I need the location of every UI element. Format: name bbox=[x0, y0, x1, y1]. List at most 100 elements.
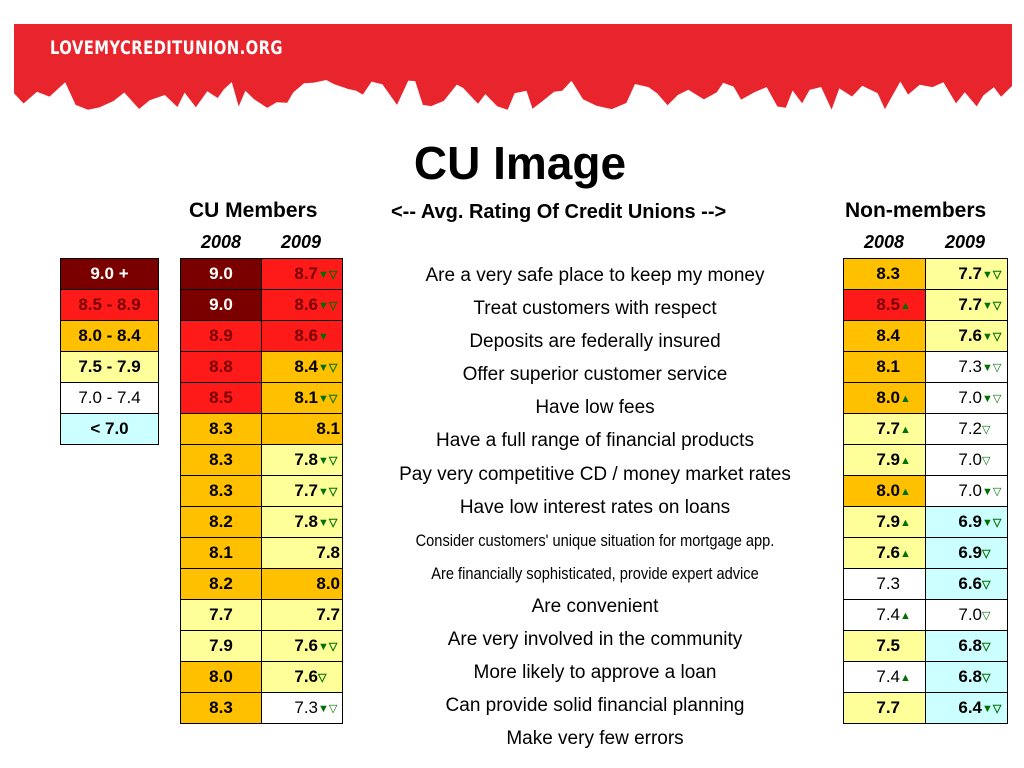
value-cell: 8.9 bbox=[180, 320, 262, 352]
table-row: 8.3 7.8▼▽ bbox=[180, 444, 343, 476]
rating-header: <-- Avg. Rating Of Credit Unions --> bbox=[391, 201, 727, 223]
table-row: 8.4 7.6▼▽ bbox=[843, 320, 1008, 352]
table-row: 8.5 8.1▼▽ bbox=[180, 382, 343, 414]
value-text: 6.8 bbox=[958, 636, 982, 655]
value-text: 8.1 bbox=[876, 357, 900, 376]
value-cell: 6.8▽ bbox=[925, 661, 1008, 693]
value-text: 6.9 bbox=[958, 543, 982, 562]
attribute-label: Are financially sophisticated, provide e… bbox=[431, 563, 759, 583]
table-row: 7.7 6.4▼▽ bbox=[843, 692, 1008, 724]
nonmembers-2009-header: 2009 bbox=[944, 232, 986, 252]
attribute-label: Are very involved in the community bbox=[447, 629, 743, 651]
change-marker-icon: ▲ bbox=[900, 424, 911, 436]
change-marker-icon: ▲ bbox=[900, 300, 911, 312]
table-row: 7.7▲ 7.2▽ bbox=[843, 413, 1008, 445]
table-row: 8.0▲ 7.0▼▽ bbox=[843, 382, 1008, 414]
change-marker-icon: ▼▽ bbox=[318, 362, 338, 374]
value-cell: 8.8 bbox=[180, 351, 262, 383]
change-marker-icon: ▼▽ bbox=[982, 486, 1002, 498]
value-text: 6.8 bbox=[958, 667, 982, 686]
value-cell: 8.0 bbox=[261, 568, 343, 600]
value-text: 8.7 bbox=[294, 264, 318, 283]
value-cell: 7.6▲ bbox=[843, 537, 926, 569]
value-cell: 7.6▼▽ bbox=[925, 320, 1008, 352]
value-cell: 8.1 bbox=[180, 537, 262, 569]
value-cell: 7.0▽ bbox=[925, 599, 1008, 631]
value-cell: 8.3 bbox=[843, 258, 926, 290]
attribute-label: Consider customers' unique situation for… bbox=[415, 530, 775, 550]
value-cell: 7.3▼▽ bbox=[261, 692, 343, 724]
table-row: 8.8 8.4▼▽ bbox=[180, 351, 343, 383]
change-marker-icon: ▼▽ bbox=[982, 331, 1002, 343]
value-cell: 7.0▽ bbox=[925, 444, 1008, 476]
value-text: 7.6 bbox=[294, 636, 318, 655]
change-marker-icon: ▼▽ bbox=[982, 300, 1002, 312]
value-text: 6.4 bbox=[958, 698, 982, 717]
table-row: 8.1 7.3▼▽ bbox=[843, 351, 1008, 383]
value-cell: 8.3 bbox=[180, 444, 262, 476]
value-cell: 8.1 bbox=[261, 413, 343, 445]
nonmembers-header: Non-members bbox=[845, 199, 987, 222]
brand-logo[interactable]: LOVEMYCREDITUNION.ORG bbox=[50, 37, 283, 59]
value-text: 8.9 bbox=[209, 326, 233, 345]
value-text: 7.2 bbox=[958, 419, 982, 438]
value-cell: 8.3 bbox=[180, 475, 262, 507]
change-marker-icon: ▽ bbox=[982, 548, 991, 560]
value-cell: 7.9 bbox=[180, 630, 262, 662]
legend-item: 9.0 + bbox=[60, 258, 159, 290]
value-cell: 7.6▼▽ bbox=[261, 630, 343, 662]
table-row: 7.4▲ 6.8▽ bbox=[843, 661, 1008, 693]
legend-item: 8.0 - 8.4 bbox=[60, 320, 159, 352]
legend-item: 7.5 - 7.9 bbox=[60, 351, 159, 383]
change-marker-icon: ▲ bbox=[900, 548, 911, 560]
change-marker-icon: ▲ bbox=[900, 486, 911, 498]
value-cell: 8.2 bbox=[180, 506, 262, 538]
value-text: 7.4 bbox=[876, 605, 900, 624]
attribute-label: Can provide solid financial planning bbox=[445, 695, 745, 717]
value-text: 6.9 bbox=[958, 512, 982, 531]
change-marker-icon: ▲ bbox=[900, 393, 911, 405]
value-cell: 7.7▼▽ bbox=[925, 258, 1008, 290]
value-cell: 7.0▼▽ bbox=[925, 382, 1008, 414]
value-text: 8.3 bbox=[209, 450, 233, 469]
value-text: 7.9 bbox=[876, 512, 900, 531]
value-text: 7.8 bbox=[294, 512, 318, 531]
value-cell: 6.9▼▽ bbox=[925, 506, 1008, 538]
legend-item: 7.0 - 7.4 bbox=[60, 382, 159, 414]
change-marker-icon: ▼▽ bbox=[982, 517, 1002, 529]
value-text: 7.7 bbox=[316, 605, 340, 624]
change-marker-icon: ▼▽ bbox=[318, 486, 338, 498]
value-cell: 7.2▽ bbox=[925, 413, 1008, 445]
color-legend: 9.0 +8.5 - 8.9 8.0 - 8.4 7.5 - 7.9 7.0 - 7.… bbox=[60, 258, 159, 445]
change-marker-icon: ▽ bbox=[982, 641, 991, 653]
value-text: 8.0 bbox=[876, 481, 900, 500]
change-marker-icon: ▽ bbox=[982, 610, 991, 622]
value-cell: 7.7 bbox=[180, 599, 262, 631]
value-cell: 8.6▼ bbox=[261, 320, 343, 352]
value-text: 8.3 bbox=[209, 419, 233, 438]
attribute-label: More likely to approve a loan bbox=[473, 662, 717, 684]
table-row: 8.3 7.7▼▽ bbox=[180, 475, 343, 507]
value-cell: 7.8▼▽ bbox=[261, 444, 343, 476]
table-row: 7.9▲ 6.9▼▽ bbox=[843, 506, 1008, 538]
change-marker-icon: ▼▽ bbox=[318, 455, 338, 467]
attribute-label: Have a full range of financial products bbox=[436, 430, 754, 452]
change-marker-icon: ▼▽ bbox=[318, 641, 338, 653]
value-text: 7.6 bbox=[958, 326, 982, 345]
value-text: 7.3 bbox=[958, 357, 982, 376]
value-text: 8.8 bbox=[209, 357, 233, 376]
change-marker-icon: ▼▽ bbox=[318, 703, 338, 715]
value-text: 8.3 bbox=[209, 698, 233, 717]
change-marker-icon: ▼▽ bbox=[318, 269, 338, 281]
nonmembers-table: 8.3 7.7▼▽ 8.5▲ 7.7▼▽ 8.4 7.6▼▽ 8.1 7.3▼▽ 8.0▲ 7.0… bbox=[843, 258, 1008, 724]
value-text: 8.1 bbox=[209, 543, 233, 562]
table-row: 8.0 7.6▽ bbox=[180, 661, 343, 693]
value-text: 9.0 bbox=[209, 295, 233, 314]
table-row: 8.9 8.6▼ bbox=[180, 320, 343, 352]
value-text: 7.6 bbox=[876, 543, 900, 562]
table-row: 8.2 7.8▼▽ bbox=[180, 506, 343, 538]
table-row: 8.1 7.8 bbox=[180, 537, 343, 569]
value-text: 8.3 bbox=[876, 264, 900, 283]
value-text: 8.0 bbox=[209, 667, 233, 686]
change-marker-icon: ▼▽ bbox=[982, 362, 1002, 374]
